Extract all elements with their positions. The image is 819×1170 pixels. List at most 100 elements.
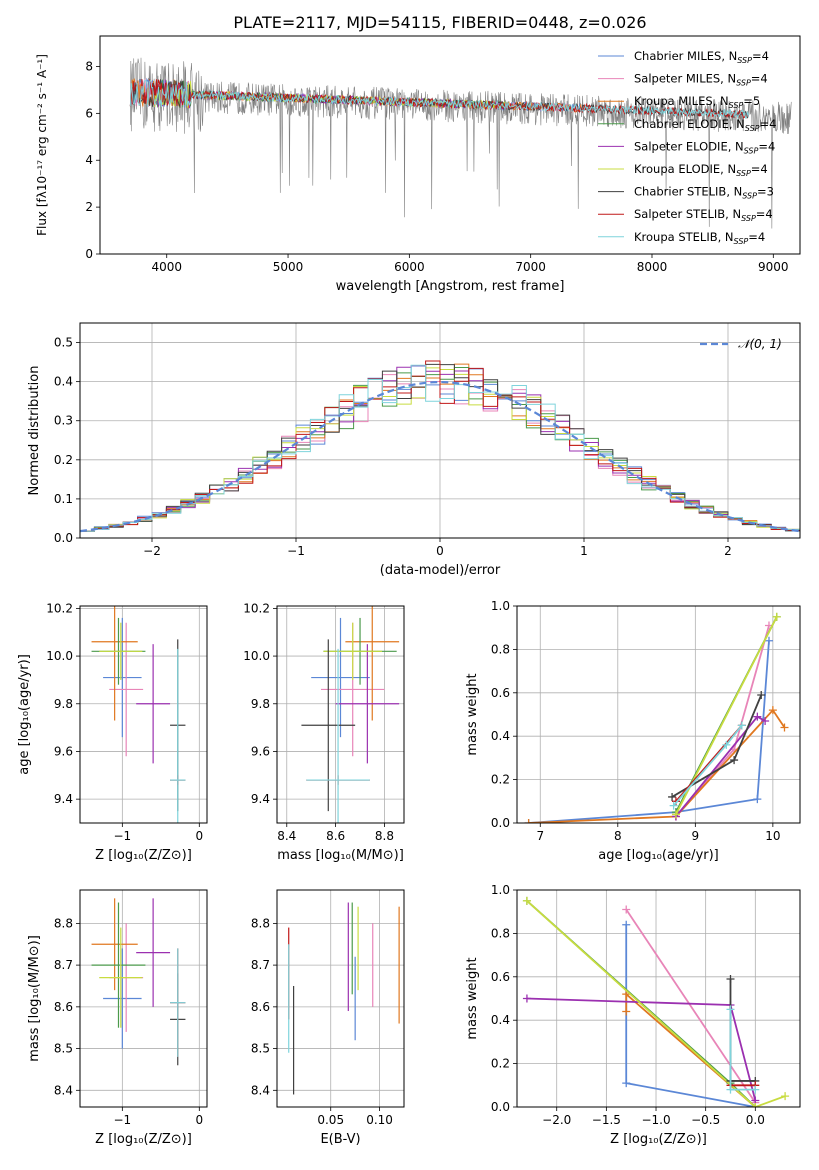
x-tick-label: −2 (143, 544, 161, 558)
legend-entry-subscript: SSP (737, 56, 752, 65)
legend-entry-name: Salpeter ELODIE, N (634, 139, 744, 153)
y-tick-label: 0.5 (54, 336, 73, 350)
x-axis-label: mass [log₁₀(M/M⊙)] (277, 848, 404, 863)
x-tick-label: 8.6 (326, 829, 345, 843)
legend-entry: Salpeter MILES, NSSP=4 (634, 72, 768, 88)
mass-weight-marker (726, 1085, 735, 1094)
axes-frame (99, 35, 801, 255)
x-tick-label: −0.5 (691, 1113, 720, 1127)
x-tick-label: 0 (436, 544, 444, 558)
mass-weight-marker (726, 974, 735, 983)
y-tick-label: 9.6 (54, 744, 73, 758)
plot-area-weight-vs-Z (517, 890, 800, 1107)
mass-weight-marker (522, 994, 531, 1003)
y-tick-label: 1.0 (491, 599, 510, 613)
legend-entry-subscript: SSP (736, 169, 751, 178)
legend-entry-name: Kroupa ELODIE, N (634, 162, 736, 176)
mass-weight-marker (524, 819, 533, 823)
x-axis-label: E(B-V) (320, 1132, 360, 1147)
y-tick-label: 0.8 (491, 926, 510, 940)
y-tick-label: 0.2 (491, 773, 510, 787)
y-tick-label: 9.8 (251, 697, 270, 711)
x-tick-label: 0.10 (366, 1113, 393, 1127)
normal-reference-curve (80, 380, 800, 533)
y-tick-label: 9.8 (54, 697, 73, 711)
x-tick-label: 2 (724, 544, 732, 558)
x-tick-label: 6000 (394, 260, 425, 274)
y-tick-label: 8.7 (54, 958, 73, 972)
legend-entry: 𝒩(0, 1) (738, 337, 782, 351)
mass-weight-marker (751, 1085, 760, 1094)
y-tick-label: 8.6 (54, 1000, 73, 1014)
x-axis-label: Z [log₁₀(Z/Z⊙)] (95, 848, 192, 863)
y-tick-label: 0.3 (54, 414, 73, 428)
y-tick-label: 8.6 (251, 1000, 270, 1014)
axes-weight-vs-Z: −2.0 −1.5 −1.0 −0.5 0.0 0.0 0.2 0.4 0.6 0.8 1.0 Z [… (465, 883, 801, 1147)
mass-weight-marker (622, 920, 631, 929)
mass-weight-line (625, 909, 757, 1104)
y-tick-label: 10.2 (46, 601, 73, 615)
axes-frame (79, 889, 208, 1108)
y-tick-label: 0.4 (491, 1013, 510, 1027)
axes-mass-vs-Z: −1 0 8.4 8.5 8.6 8.7 8.8 Z [log₁₀(Z/Z⊙)] mass [l… (27, 889, 208, 1147)
mass-weight-marker (622, 905, 631, 914)
mass-weight-marker (761, 717, 770, 726)
y-axis-label: age [log₁₀(age/yr)] (17, 654, 32, 775)
legend-entry: Salpeter ELODIE, NSSP=4 (634, 139, 775, 155)
axes-frame (79, 605, 208, 824)
x-tick-label: 7000 (515, 260, 546, 274)
y-tick-label: 8.8 (54, 916, 73, 930)
legend-entry-suffix: =4 (748, 230, 765, 244)
plot-area-spectrum (129, 57, 792, 229)
mass-weight-marker (671, 810, 680, 819)
y-tick-label: 0.4 (54, 375, 73, 389)
plot-area-age-vs-mass (277, 606, 404, 823)
plot-area-residuals (80, 323, 800, 538)
mass-weight-marker (768, 706, 777, 715)
x-tick-label: 10 (765, 829, 780, 843)
y-tick-label: 0.8 (491, 642, 510, 656)
plot-area-mass-vs-EBV (277, 890, 404, 1107)
model-spectrum-line (129, 79, 750, 120)
x-tick-label: −1.5 (592, 1113, 621, 1127)
y-tick-label: 0.0 (54, 531, 73, 545)
plot-area-age-vs-Z (80, 606, 207, 823)
x-tick-label: −1.0 (641, 1113, 670, 1127)
mass-weight-line (526, 900, 786, 1107)
mass-weight-marker (780, 723, 789, 732)
mass-weight-marker (753, 712, 762, 721)
x-tick-label: −2.0 (542, 1113, 571, 1127)
axes-frame (276, 889, 405, 1108)
axes-age-vs-Z: −1 0 9.4 9.6 9.8 10.0 10.2 Z [log₁₀(Z/Z⊙)] age [… (17, 601, 208, 863)
x-tick-label: 5000 (273, 260, 304, 274)
x-tick-label: −1 (113, 1113, 131, 1127)
mass-weight-marker (737, 721, 746, 730)
mass-weight-marker (668, 792, 677, 801)
residual-histogram-series (80, 360, 800, 532)
mass-weight-marker (753, 795, 762, 804)
x-tick-label: 0 (195, 829, 203, 843)
legend-entry: Kroupa MILES, NSSP=5 (634, 94, 760, 110)
axes-frame (516, 605, 801, 824)
axes-frame (79, 322, 801, 539)
legend-entry-name: Salpeter STELIB, N (634, 207, 741, 221)
mass-weight-line (528, 708, 786, 823)
mass-weight-marker (722, 740, 731, 749)
y-tick-label: 8 (85, 59, 93, 73)
x-axis-label: age [log₁₀(age/yr)] (598, 848, 719, 863)
axes-weight-vs-age: 7 8 9 10 0.0 0.2 0.4 0.6 0.8 1.0 age [log₁₀(age/yr… (465, 599, 801, 863)
y-axis-label: Normed distribution (27, 366, 42, 496)
x-tick-label: −1 (113, 829, 131, 843)
axes-residuals: −2 −1 0 1 2 0.0 0.1 0.2 0.3 0.4 0.5 (data-model)/er… (27, 322, 801, 578)
mass-weight-marker (757, 690, 766, 699)
y-axis-label: mass weight (465, 957, 480, 1039)
y-tick-label: 9.4 (251, 792, 270, 806)
observed-spectrum-line (130, 57, 792, 229)
x-tick-label: 8.4 (277, 829, 296, 843)
y-tick-label: 0.0 (491, 816, 510, 830)
legend-entry-suffix: =4 (758, 139, 775, 153)
axes-frame (276, 605, 405, 824)
x-axis-label: wavelength [Angstrom, rest frame] (336, 279, 565, 294)
x-axis-label: Z [log₁₀(Z/Z⊙)] (95, 1132, 192, 1147)
